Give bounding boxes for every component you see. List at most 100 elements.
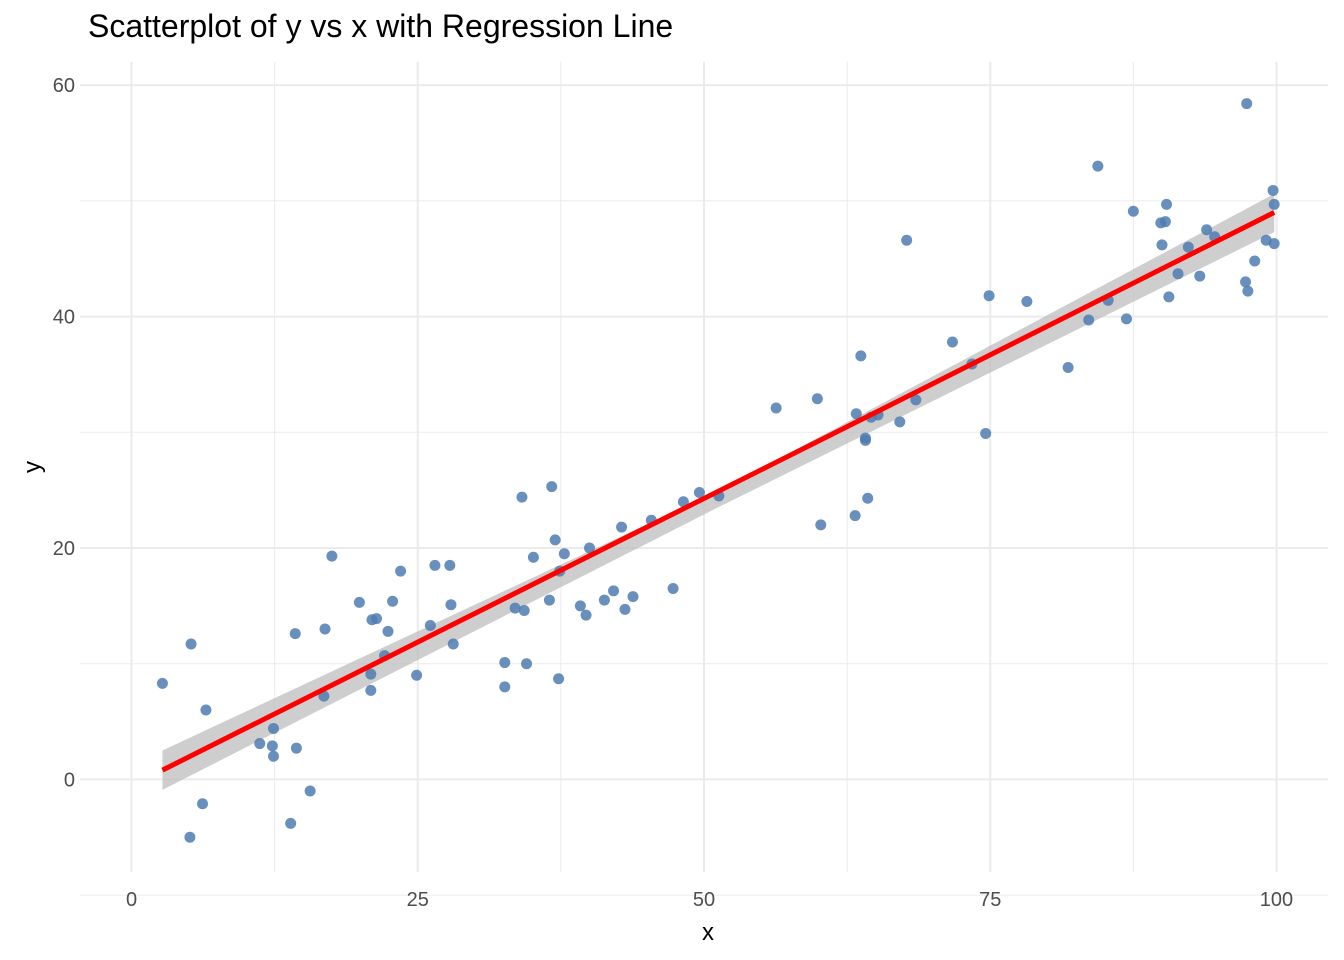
data-point [667,583,679,594]
data-point [543,594,555,606]
data-point [326,550,338,562]
x-tick-label: 25 [407,889,429,911]
data-point [980,427,992,439]
data-point [254,738,266,750]
data-point [395,565,407,577]
data-point [499,681,511,693]
data-point [546,481,558,493]
data-point [627,591,639,603]
data-point [901,234,913,246]
data-point [553,673,565,685]
data-point [855,350,867,362]
data-point [558,548,570,560]
data-point [1268,238,1280,250]
data-point [1240,276,1252,288]
data-point [1242,285,1254,297]
data-point [584,542,596,554]
y-tick-label: 60 [53,75,75,97]
data-point [1194,270,1206,282]
x-tick-label: 0 [126,889,137,911]
data-point [811,393,823,405]
data-point [1161,198,1173,210]
data-point [382,625,394,637]
data-point [616,521,628,533]
data-point [518,604,530,616]
data-point [411,669,423,681]
data-point [946,336,958,348]
data-point [1268,198,1280,210]
data-point [285,817,297,829]
data-point [185,638,197,650]
data-point [289,628,301,640]
data-point [983,290,995,302]
data-point [184,831,196,843]
data-point [859,434,871,446]
y-tick-label: 0 [64,769,75,791]
data-point [319,623,331,635]
data-point [677,496,689,508]
data-point [304,785,316,797]
data-point [1241,98,1253,110]
data-point [200,704,212,716]
regression-line [161,210,1276,773]
data-point [156,677,168,689]
data-point [598,594,610,606]
data-point [445,599,457,611]
y-tick-labels: 0 20 40 60 [53,75,75,791]
y-tick-label: 20 [53,538,75,560]
data-point [619,603,631,615]
data-point [693,486,705,498]
data-point [1201,224,1213,236]
points-layer [156,98,1280,843]
data-point [521,658,533,670]
data-point [770,402,782,414]
data-point [608,585,620,597]
data-point [549,534,561,546]
data-point [365,684,377,696]
data-point [447,638,459,650]
data-point [1156,239,1168,251]
data-point [862,492,874,504]
data-point [1182,241,1194,253]
data-point [266,740,278,752]
x-tick-label: 100 [1260,889,1293,911]
data-point [387,595,399,607]
data-point [1127,205,1139,217]
data-point [894,416,906,428]
data-point [424,620,436,632]
data-point [290,742,302,754]
data-point [444,559,456,571]
data-point [1083,314,1095,326]
data-point [815,519,827,531]
data-point [910,394,922,406]
data-point [574,600,586,612]
y-tick-label: 40 [53,307,75,329]
data-point [499,657,511,669]
data-point [1021,296,1033,308]
data-point [197,798,209,810]
x-axis-label: x [702,919,714,946]
data-point [580,609,592,621]
x-tick-label: 50 [693,889,715,911]
data-point [1062,361,1074,373]
data-point [371,613,383,625]
data-point [267,750,279,762]
data-point [850,408,862,420]
data-point [353,596,365,608]
data-point [267,723,279,735]
chart-title: Scatterplot of y vs x with Regression Li… [88,8,674,44]
data-point [429,559,441,571]
data-point [1249,255,1261,267]
data-point [527,551,539,563]
data-point [516,491,528,503]
data-point [1172,268,1184,280]
data-point [1120,313,1132,325]
data-point [509,602,521,614]
data-point [318,690,330,702]
data-point [365,668,377,680]
data-point [1092,160,1104,172]
x-tick-label: 75 [979,889,1001,911]
data-point [1267,184,1279,196]
y-axis-label: y [19,461,46,473]
